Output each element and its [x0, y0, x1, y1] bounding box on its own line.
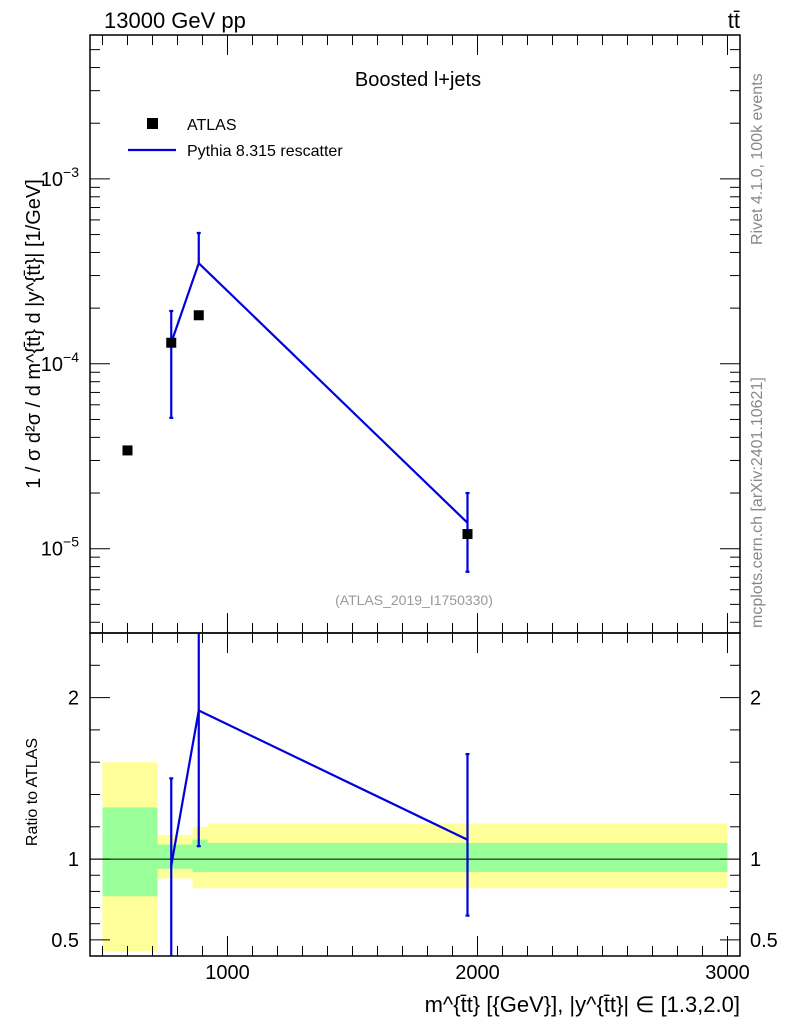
ratio-panel: 0.5 0.5 1 1 2 2 1000 2000 3000 — [51, 632, 778, 984]
tick-mantissa: 10 — [41, 169, 63, 191]
x-tick-labels: 1000 2000 3000 — [205, 962, 750, 984]
x-tick-label: 1000 — [205, 962, 250, 984]
ratio-axis-ticks — [90, 632, 740, 957]
ratio-uncertainty-bands — [102, 762, 728, 952]
main-y-tick-label: 10−5 — [41, 534, 79, 561]
atlas-data-point — [122, 445, 133, 456]
atlas-data-point — [462, 529, 473, 540]
pythia-line — [170, 261, 469, 524]
x-tick-label: 2000 — [455, 962, 500, 984]
chart-title: Boosted l+jets — [355, 69, 481, 91]
ratio-band-inner — [192, 839, 208, 873]
ratio-y-tick-label-left: 1 — [68, 849, 79, 871]
ratio-y-tick-label-right: 2 — [750, 688, 761, 710]
ratio-y-tick-label-right: 0.5 — [750, 930, 778, 952]
header-energy-label: 13000 GeV pp — [104, 8, 246, 33]
ratio-frame — [89, 632, 741, 957]
main-y-tick-label: 10−4 — [41, 349, 79, 376]
tick-exponent: −3 — [63, 164, 79, 180]
ratio-y-tick-labels: 0.5 0.5 1 1 2 2 — [51, 688, 778, 952]
main-y-tick-label: 10−3 — [41, 164, 79, 191]
analysis-id-label: (ATLAS_2019_I1750330) — [335, 592, 493, 608]
x-axis-label: m^{t̄t} [{GeV}], |y^{t̄t}| ∈ [1.3,2.0] — [425, 992, 740, 1017]
tick-exponent: −5 — [63, 534, 79, 550]
legend: ATLAS Pythia 8.315 rescatter — [128, 117, 343, 160]
atlas-data-point — [166, 337, 177, 348]
main-panel: Boosted l+jets (ATLAS_2019_I1750330) 10−… — [41, 34, 741, 634]
ratio-y-tick-label-left: 0.5 — [51, 930, 79, 952]
ratio-y-tick-label-left: 2 — [68, 688, 79, 710]
x-tick-label: 3000 — [705, 962, 750, 984]
ratio-band-inner — [102, 807, 158, 897]
tick-mantissa: 10 — [41, 539, 63, 561]
side-mcplots-label: mcplots.cern.ch [arXiv:2401.10621] — [749, 377, 766, 628]
main-y-axis-label: 1 / σ d²σ / d m^{t̄t} d |y^{t̄t}| [1/GeV… — [23, 179, 45, 489]
ratio-series — [169, 633, 470, 956]
ratio-y-tick-label-right: 1 — [750, 849, 761, 871]
legend-pythia-label: Pythia 8.315 rescatter — [187, 143, 343, 160]
main-y-tick-labels: 10−310−410−5 — [41, 164, 79, 561]
tick-mantissa: 10 — [41, 354, 63, 376]
main-series — [122, 231, 473, 573]
legend-atlas-marker — [147, 118, 158, 129]
atlas-data-point — [193, 310, 204, 321]
legend-atlas-label: ATLAS — [187, 117, 237, 134]
header-process-label: tt̄ — [728, 8, 740, 33]
main-axis-ticks — [90, 34, 740, 633]
ratio-y-axis-label: Ratio to ATLAS — [24, 738, 41, 846]
side-rivet-label: Rivet 4.1.0, 100k events — [749, 73, 766, 245]
tick-exponent: −4 — [63, 349, 79, 365]
